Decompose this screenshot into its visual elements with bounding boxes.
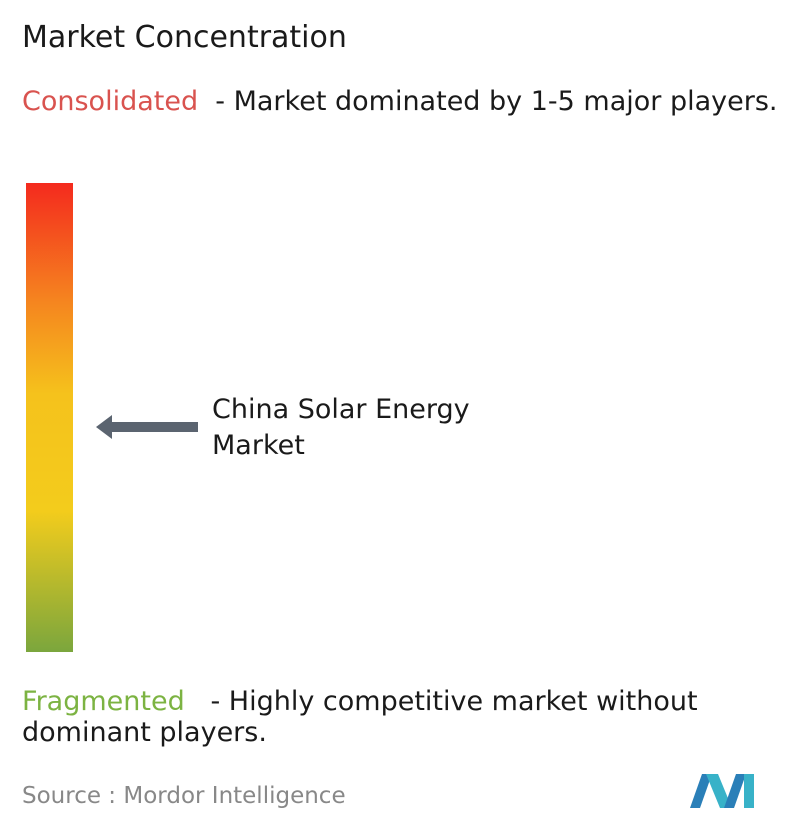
fragmented-label: Fragmented xyxy=(22,686,185,717)
source-name: Mordor Intelligence xyxy=(123,783,346,809)
arrow xyxy=(96,415,198,439)
logo xyxy=(690,774,754,808)
concentration-scale xyxy=(26,183,73,652)
source-prefix: Source : xyxy=(22,783,117,809)
consolidated-label: Consolidated xyxy=(22,86,199,117)
logo-part xyxy=(744,774,754,808)
fragmented-text: - Highly competitive market without domi… xyxy=(22,686,698,748)
logo-part xyxy=(724,774,746,808)
title: Market Concentration xyxy=(22,20,347,55)
consolidated-text: - Market dominated by 1-5 major players. xyxy=(215,86,778,117)
market-label: China Solar Energy Market xyxy=(212,394,470,461)
logo-part xyxy=(706,774,732,808)
source: Source : Mordor Intelligence xyxy=(22,780,346,812)
arrow-shape xyxy=(96,415,198,439)
consolidated-description: Consolidated - Market dominated by 1-5 m… xyxy=(22,86,792,117)
logo-part xyxy=(690,774,712,808)
fragmented-description: Fragmented - Highly competitive market w… xyxy=(22,686,792,748)
